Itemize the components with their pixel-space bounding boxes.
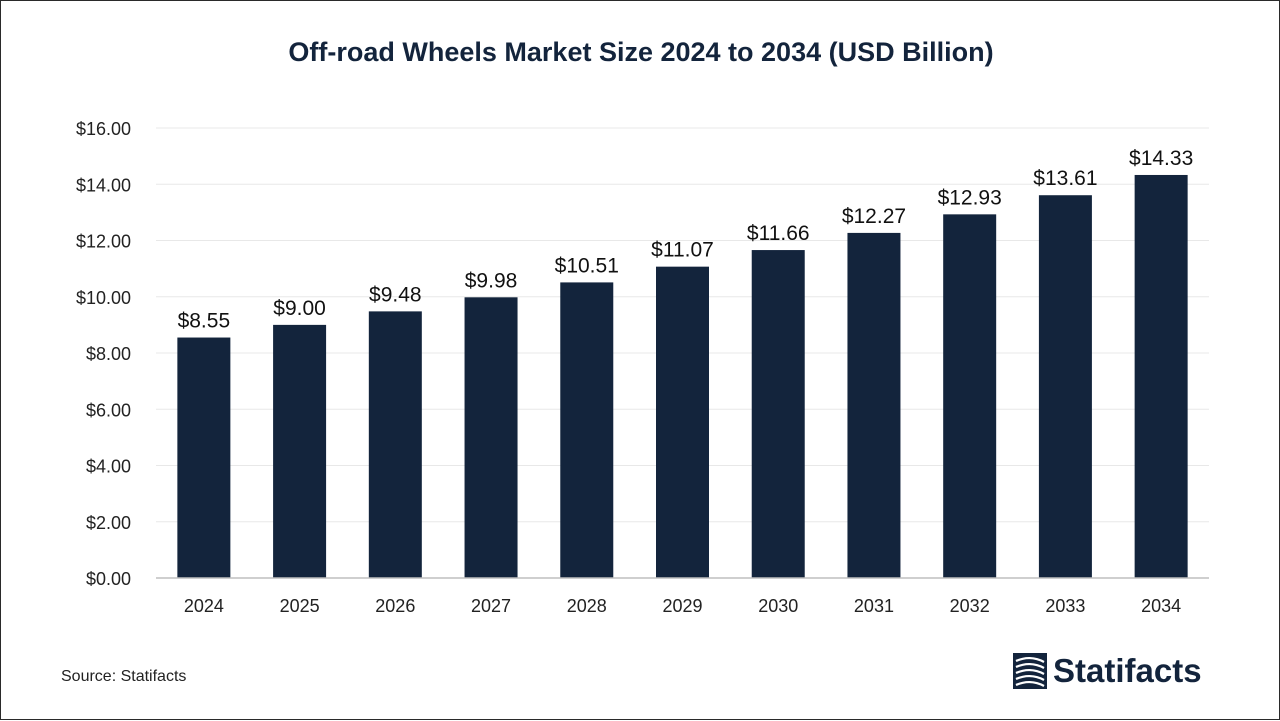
y-tick-label: $4.00 (86, 457, 131, 477)
y-tick-label: $10.00 (76, 288, 131, 308)
y-tick-label: $16.00 (76, 119, 131, 139)
source-note: Source: Statifacts (61, 668, 187, 685)
x-tick-label: 2031 (854, 596, 894, 616)
brand-logo: Statifacts (1013, 651, 1202, 691)
y-tick-label: $6.00 (86, 400, 131, 420)
bar-value-label: $9.98 (465, 269, 518, 292)
x-tick-label: 2029 (662, 596, 702, 616)
x-tick-label: 2033 (1045, 596, 1085, 616)
y-tick-label: $12.00 (76, 232, 131, 252)
x-tick-label: 2034 (1141, 596, 1181, 616)
bar-value-label: $14.33 (1129, 147, 1193, 170)
bar (1038, 195, 1092, 578)
x-tick-label: 2024 (184, 596, 224, 616)
brand-name: Statifacts (1053, 652, 1202, 689)
bar-value-label: $13.61 (1033, 167, 1097, 190)
bar-value-label: $8.55 (178, 310, 231, 333)
bar (560, 282, 614, 578)
bar (943, 214, 997, 578)
x-tick-label: 2025 (280, 596, 320, 616)
bar (656, 266, 709, 578)
y-tick-label: $14.00 (76, 175, 131, 195)
statifacts-logo-icon (1013, 653, 1047, 689)
x-tick-label: 2030 (758, 596, 798, 616)
bar (273, 324, 327, 578)
bar (464, 297, 518, 578)
bar-value-label: $11.07 (651, 239, 714, 262)
bar (847, 232, 901, 578)
x-axis-ticks: 2024 2025 2026 2027 2028 2029 2030 2031 2032 2033… (184, 596, 1181, 616)
y-tick-label: $2.00 (86, 513, 131, 533)
bar (1134, 174, 1188, 578)
x-tick-label: 2032 (950, 596, 990, 616)
bar-value-label: $12.93 (938, 186, 1002, 209)
bar (751, 250, 805, 578)
y-axis-ticks: $0.00 $2.00 $4.00 $6.00 $8.00 $10.00 $12.00 $14… (76, 119, 131, 589)
bar-value-label: $9.00 (273, 297, 326, 320)
bar (177, 337, 231, 578)
bar-value-label: $11.66 (747, 222, 810, 245)
chart-title: Off-road Wheels Market Size 2024 to 2034… (288, 37, 994, 67)
x-tick-label: 2028 (567, 596, 607, 616)
bars (177, 174, 1188, 578)
x-tick-label: 2027 (471, 596, 511, 616)
y-tick-label: $0.00 (86, 569, 131, 589)
x-tick-label: 2026 (375, 596, 415, 616)
bar (368, 311, 422, 578)
bar-value-label: $12.27 (842, 205, 906, 228)
bar-value-label: $9.48 (369, 283, 422, 306)
value-labels: $8.55 $9.00 $9.48 $9.98 $10.51 $11.07 $11.66 $1… (178, 147, 1194, 333)
bar-value-label: $10.51 (555, 254, 619, 277)
y-tick-label: $8.00 (86, 344, 131, 364)
